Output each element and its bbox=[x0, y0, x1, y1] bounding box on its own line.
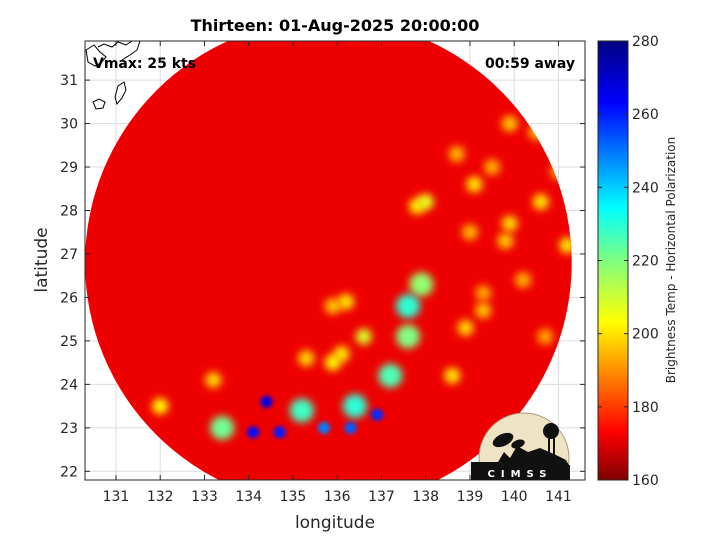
x-tick-label: 131 bbox=[103, 489, 130, 505]
x-tick-label: 134 bbox=[235, 489, 262, 505]
y-axis-ticks: 22 23 24 25 26 27 28 29 30 31 bbox=[60, 73, 585, 480]
swath-feature bbox=[475, 285, 492, 302]
colorbar-tick-label: 280 bbox=[632, 34, 659, 50]
colorbar-tick-label: 160 bbox=[632, 473, 659, 489]
x-tick-label: 137 bbox=[368, 489, 395, 505]
vmax-annotation: Vmax: 25 kts bbox=[93, 56, 196, 72]
y-tick-label: 22 bbox=[60, 464, 78, 480]
axes-frame bbox=[84, 40, 586, 481]
x-tick-label: 139 bbox=[457, 489, 484, 505]
swath-feature bbox=[409, 272, 434, 297]
swath-feature bbox=[444, 367, 461, 384]
y-tick-label: 23 bbox=[60, 421, 78, 437]
y-tick-label: 26 bbox=[60, 290, 78, 306]
colorbar-label: Brightness Temp - Horizontal Polarizatio… bbox=[664, 137, 678, 384]
swath-feature bbox=[475, 302, 492, 319]
swath-feature bbox=[371, 408, 384, 421]
colorbar bbox=[597, 40, 629, 481]
x-tick-label: 132 bbox=[147, 489, 174, 505]
y-tick-label: 24 bbox=[60, 377, 78, 393]
x-tick-label: 140 bbox=[501, 489, 528, 505]
x-tick-label: 138 bbox=[412, 489, 439, 505]
swath-feature bbox=[338, 293, 355, 310]
x-axis-label: longitude bbox=[295, 513, 375, 533]
swath-features bbox=[152, 115, 572, 440]
swath-feature bbox=[457, 319, 474, 336]
y-tick-label: 28 bbox=[60, 204, 78, 220]
swath-feature bbox=[532, 193, 549, 210]
colorbar-tick-label: 180 bbox=[632, 400, 659, 416]
swath-feature bbox=[317, 421, 330, 434]
swath-feature bbox=[515, 272, 532, 289]
swath-feature bbox=[497, 232, 514, 249]
y-axis-label: latitude bbox=[32, 227, 52, 292]
swath-feature bbox=[396, 294, 421, 319]
swath-feature bbox=[205, 372, 222, 389]
y-tick-label: 30 bbox=[60, 117, 78, 133]
colorbar-tick-label: 220 bbox=[632, 254, 659, 270]
swath-feature bbox=[260, 395, 273, 408]
swath-feature bbox=[484, 159, 501, 176]
swath-feature bbox=[537, 328, 554, 345]
x-tick-label: 141 bbox=[545, 489, 572, 505]
swath-feature bbox=[355, 328, 372, 345]
swath-feature bbox=[289, 398, 314, 423]
swath-feature bbox=[501, 115, 518, 132]
swath-feature bbox=[152, 398, 169, 415]
swath-feature bbox=[324, 298, 341, 315]
swath-feature bbox=[342, 394, 367, 419]
swath-background bbox=[85, 41, 572, 480]
swath-feature bbox=[247, 426, 260, 439]
x-axis-ticks: 131 132 133 134 135 136 137 138 139 140 141 bbox=[103, 41, 572, 505]
swath-feature bbox=[344, 421, 357, 434]
swath-feature bbox=[466, 176, 483, 193]
y-tick-label: 27 bbox=[60, 247, 78, 263]
y-tick-label: 25 bbox=[60, 334, 78, 350]
y-tick-label: 31 bbox=[60, 73, 78, 89]
colorbar-tick-label: 240 bbox=[632, 180, 659, 196]
swath-feature bbox=[396, 324, 421, 349]
swath-hot-spots bbox=[247, 395, 384, 439]
chart-title: Thirteen: 01-Aug-2025 20:00:00 bbox=[191, 16, 480, 35]
x-tick-label: 135 bbox=[280, 489, 307, 505]
colorbar-tick-label: 200 bbox=[632, 327, 659, 343]
x-tick-label: 133 bbox=[191, 489, 218, 505]
colorbar-ticks: 160 180 200 220 240 260 280 bbox=[598, 34, 659, 489]
colorbar-tick-label: 260 bbox=[632, 107, 659, 123]
logo-text: CIMSS bbox=[488, 469, 553, 480]
swath-feature bbox=[273, 426, 286, 439]
swath-feature bbox=[461, 224, 478, 241]
swath-feature bbox=[417, 193, 434, 210]
logo-water-tower bbox=[543, 423, 559, 439]
cimss-logo: CIMSS bbox=[471, 412, 570, 480]
swath-feature bbox=[210, 415, 235, 440]
swath-feature bbox=[501, 215, 518, 232]
swath-feature bbox=[378, 363, 403, 388]
x-tick-label: 136 bbox=[324, 489, 351, 505]
y-tick-label: 29 bbox=[60, 160, 78, 176]
logo-satellite-dish bbox=[492, 432, 514, 448]
coastline bbox=[85, 41, 141, 110]
swath-feature bbox=[298, 350, 315, 367]
swath-feature bbox=[324, 354, 341, 371]
swath-feature bbox=[448, 146, 465, 163]
time-away-annotation: 00:59 away bbox=[485, 56, 575, 72]
